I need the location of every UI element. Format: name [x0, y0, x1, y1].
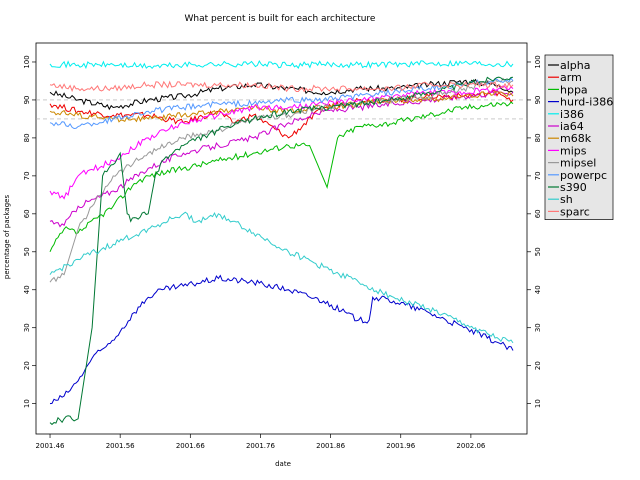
series-line-hurd-i386 [49, 274, 514, 405]
y-tick-label-left: 20 [23, 361, 31, 370]
y-tick-label-right: 40 [534, 285, 542, 294]
legend: alphaarmhppahurd-i386i386ia64m68kmipsmip… [544, 54, 614, 220]
y-tick-label-right: 60 [534, 209, 542, 218]
series-line-ia64 [49, 89, 514, 228]
x-tick-label: 2001.46 [36, 442, 65, 450]
legend-box [544, 54, 614, 220]
chart-title: What percent is built for each architect… [185, 14, 376, 24]
legend-label: mips [560, 144, 587, 157]
legend-label: hurd-i386 [560, 96, 613, 109]
legend-label: i386 [560, 108, 584, 121]
x-tick-label: 2001.66 [176, 442, 205, 450]
x-tick-label: 2002.06 [456, 442, 485, 450]
x-tick-label: 2001.96 [386, 442, 415, 450]
y-tick-label-right: 70 [534, 171, 542, 180]
legend-label: alpha [560, 59, 591, 72]
y-tick-label-right: 90 [534, 95, 542, 104]
legend-label: m68k [560, 132, 592, 145]
legend-label: arm [560, 71, 582, 84]
plot-frame [35, 42, 528, 435]
series-line-arm [49, 90, 514, 139]
x-tick-label: 2001.56 [106, 442, 135, 450]
series-line-i386 [49, 59, 514, 70]
y-tick-label-right: 30 [534, 323, 542, 332]
y-tick-label-right: 80 [534, 133, 542, 142]
legend-label: hppa [560, 83, 588, 96]
series-line-m68k [49, 90, 514, 123]
y-tick-label-left: 70 [23, 171, 31, 180]
y-tick-label-left: 80 [23, 133, 31, 142]
y-tick-label-right: 100 [534, 55, 542, 68]
x-tick-label: 2001.86 [316, 442, 345, 450]
legend-label: ia64 [560, 120, 584, 133]
y-tick-label-right: 20 [534, 361, 542, 370]
series-layer [49, 59, 514, 426]
y-tick-label-right: 50 [534, 247, 542, 256]
legend-label: sparc [560, 205, 590, 218]
x-axis: 2001.46 2001.56 2001.66 2001.76 2001.86 2001.… [36, 434, 486, 450]
series-line-mips [49, 85, 514, 200]
legend-label: mipsel [560, 157, 596, 170]
y-tick-label-right: 10 [534, 399, 542, 408]
x-tick-label: 2001.76 [246, 442, 275, 450]
reference-lines [36, 99, 527, 120]
y-tick-label-left: 90 [23, 95, 31, 104]
y-tick-label-left: 50 [23, 247, 31, 256]
series-line-sh [49, 211, 514, 344]
y-tick-label-left: 10 [23, 399, 31, 408]
legend-label: sh [560, 193, 573, 206]
series-line-powerpc [49, 77, 514, 130]
legend-label: s390 [560, 181, 587, 194]
y-tick-label-left: 100 [23, 55, 31, 68]
legend-label: powerpc [560, 169, 607, 182]
x-axis-title: date [275, 460, 291, 468]
y-axis-left: 10 20 30 40 50 60 70 80 90 100 [23, 55, 36, 408]
series-line-s390 [49, 76, 514, 426]
y-tick-label-left: 40 [23, 285, 31, 294]
y-tick-label-left: 30 [23, 323, 31, 332]
series-line-hppa [49, 101, 514, 253]
series-line-alpha [49, 78, 514, 111]
y-tick-label-left: 60 [23, 209, 31, 218]
y-axis-right: 10 20 30 40 50 60 70 80 90 100 [527, 55, 542, 408]
y-axis-title: percentage of packages [3, 195, 11, 280]
series-line-sparc [49, 80, 514, 93]
